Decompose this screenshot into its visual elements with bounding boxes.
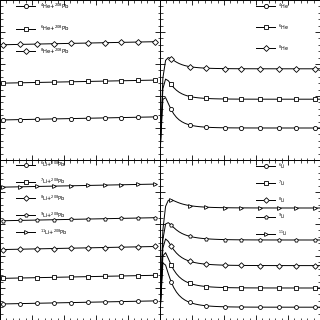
Text: $^8$Li+$^{208}$Pb: $^8$Li+$^{208}$Pb (40, 194, 66, 203)
Text: $^7$Li: $^7$Li (278, 179, 286, 188)
Text: $^6$He+$^{208}$Pb: $^6$He+$^{208}$Pb (40, 24, 70, 34)
Text: $^6$He: $^6$He (278, 22, 289, 32)
Text: $^9$Li+$^{208}$Pb: $^9$Li+$^{208}$Pb (40, 211, 66, 220)
Text: $^6$Li+$^{208}$Pb: $^6$Li+$^{208}$Pb (40, 160, 66, 170)
Text: $^6$Li: $^6$Li (278, 162, 286, 171)
Text: $^{11}$Li: $^{11}$Li (278, 229, 288, 238)
Text: $^8$He+$^{208}$Pb: $^8$He+$^{208}$Pb (40, 46, 70, 56)
Text: $^8$Li: $^8$Li (278, 195, 286, 205)
Text: $^7$Li+$^{208}$Pb: $^7$Li+$^{208}$Pb (40, 177, 66, 186)
Text: $^4$He+$^{208}$Pb: $^4$He+$^{208}$Pb (40, 2, 70, 11)
Text: $^4$He: $^4$He (278, 2, 289, 11)
Text: $^{11}$Li+$^{208}$Pb: $^{11}$Li+$^{208}$Pb (40, 227, 68, 237)
Text: $^9$Li: $^9$Li (278, 212, 286, 221)
Text: $^8$He: $^8$He (278, 43, 289, 53)
